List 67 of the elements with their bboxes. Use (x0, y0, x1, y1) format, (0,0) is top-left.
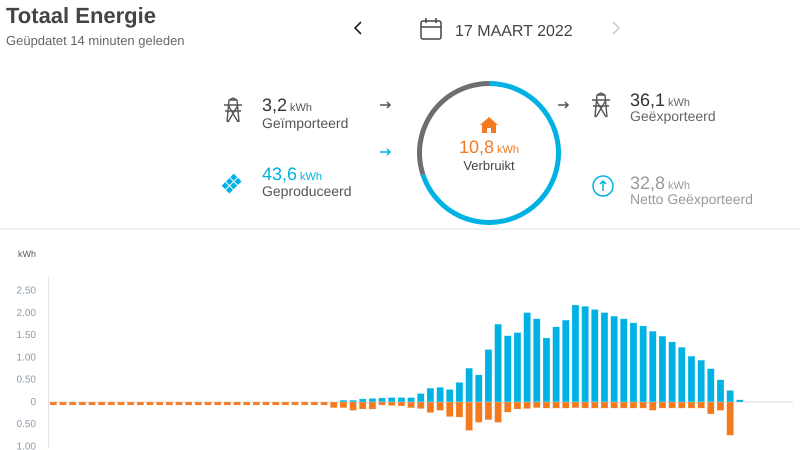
y-tick-label: 0 (30, 396, 36, 408)
bar (300, 402, 308, 406)
y-axis-title: kWh (18, 249, 36, 259)
bar (126, 402, 134, 406)
text: Geïmporteerd (262, 115, 348, 131)
bar (117, 402, 125, 406)
text: 3,2 (262, 95, 288, 115)
bar (68, 402, 76, 406)
bar (736, 400, 744, 402)
bar (359, 402, 366, 410)
bar (233, 402, 241, 406)
bar (340, 402, 348, 408)
bar (349, 402, 357, 411)
bar (166, 402, 174, 406)
text: kWh (497, 144, 520, 156)
y-tick-label: 0.50 (16, 419, 36, 430)
text: kWh (668, 180, 690, 192)
bar (388, 397, 396, 402)
text: Geüpdatet 14 minuten geleden (6, 33, 185, 48)
bar (204, 402, 212, 406)
bar (378, 398, 386, 402)
bar (272, 402, 280, 406)
bar (146, 402, 154, 406)
bar (136, 402, 144, 406)
bar (398, 397, 406, 402)
bar (252, 402, 260, 406)
bar (50, 402, 58, 406)
text: Geproduceerd (262, 183, 352, 199)
text: 36,1 (630, 90, 666, 110)
y-tick-label: 2.50 (16, 286, 36, 297)
bar (194, 402, 202, 406)
text: 43,6 (262, 164, 298, 184)
bar (262, 402, 270, 406)
bar (320, 402, 328, 406)
donut-slice (420, 81, 561, 225)
bar (156, 402, 164, 406)
y-tick-label: 1.00 (16, 441, 36, 450)
bar (78, 402, 86, 406)
bar (368, 402, 376, 410)
text: 10,8 (458, 137, 494, 157)
text: Geëxporteerd (630, 108, 716, 124)
text: Verbruikt (463, 158, 516, 173)
bar (330, 402, 338, 408)
bar (175, 402, 183, 406)
text: kWh (300, 171, 322, 183)
y-tick-label: 1.50 (16, 330, 36, 342)
bar (282, 402, 290, 406)
text: Totaal Energie (6, 3, 156, 28)
bar (59, 402, 67, 406)
text: kWh (668, 97, 690, 109)
y-tick-label: 1.00 (16, 352, 36, 364)
y-tick-label: 2.00 (16, 308, 36, 319)
bar (184, 402, 192, 406)
bar (291, 402, 299, 406)
bar (224, 402, 232, 406)
bar (378, 402, 386, 406)
bar (242, 402, 250, 406)
bar (310, 402, 318, 406)
y-tick-label: 0.50 (16, 374, 36, 386)
text: 17 MAART 2022 (455, 23, 573, 40)
text: kWh (290, 102, 312, 114)
text: Netto Geëxporteerd (630, 191, 753, 207)
bar (88, 402, 96, 406)
bar (98, 402, 106, 406)
bar (214, 402, 222, 406)
text: 32,8 (630, 173, 666, 193)
bar (108, 402, 116, 406)
